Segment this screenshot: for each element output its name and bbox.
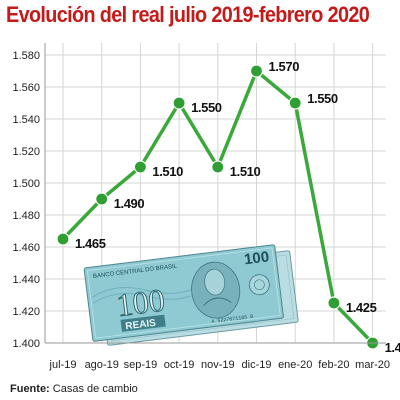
y-axis: 1.400 1.420 1.440 1.460 1.480 1.500 1.520 1.540… (12, 43, 46, 350)
data-label: 1.550 (307, 91, 338, 106)
y-tick-label: 1.540 (12, 114, 40, 126)
y-tick-label: 1.440 (12, 274, 40, 286)
banknote-serial: A 5227071185 B (211, 314, 253, 325)
data-point (327, 296, 341, 310)
data-point (172, 96, 186, 110)
data-point (95, 192, 109, 206)
data-label: 1.465 (75, 236, 106, 251)
banknote-currency: REAIS (125, 318, 157, 333)
data-label: 1.400 (385, 340, 400, 355)
x-tick-label: feb-20 (318, 359, 349, 371)
y-tick-label: 1.420 (12, 306, 40, 318)
x-axis: jul-19 ago-19 sep-19 oct-19 nov-19 dic-19 ene-… (45, 342, 390, 371)
banknote-illustration: BANCO CENTRAL DO BRASIL 100 100 REAIS A … (83, 244, 299, 346)
y-tick-label: 1.460 (12, 242, 40, 254)
data-markers (56, 64, 380, 350)
data-labels: 1.465 1.490 1.510 1.550 1.510 1.570 1.550 1.425… (75, 59, 400, 355)
data-point (133, 160, 147, 174)
y-tick-label: 1.520 (12, 146, 40, 158)
y-tick-label: 1.400 (12, 338, 40, 350)
chart-title: Evolución del real julio 2019-febrero 20… (6, 2, 370, 27)
x-tick-label: nov-19 (201, 359, 235, 371)
data-label: 1.425 (346, 300, 377, 315)
x-tick-label: sep-19 (124, 359, 158, 371)
data-point (249, 64, 264, 78)
x-tick-label: ene-20 (278, 359, 312, 371)
x-tick-label: ago-19 (85, 359, 119, 371)
data-label: 1.550 (191, 100, 222, 115)
x-tick-label: jul-19 (49, 359, 77, 371)
x-tick-label: oct-19 (164, 359, 195, 371)
data-label: 1.490 (114, 196, 145, 211)
source-text: Casas de cambio (52, 383, 138, 395)
y-tick-label: 1.580 (12, 50, 40, 62)
data-point (56, 232, 70, 246)
y-tick-label: 1.560 (12, 82, 40, 94)
data-label-bg (381, 338, 400, 354)
x-tick-label: dic-19 (242, 359, 272, 371)
data-label: 1.510 (230, 164, 261, 179)
y-tick-label: 1.500 (12, 178, 40, 190)
y-tick-label: 1.480 (12, 210, 40, 222)
banknote-denomination-corner: 100 (243, 248, 270, 268)
source-note: Fuente: Casas de cambio (10, 383, 138, 395)
data-label: 1.510 (152, 164, 183, 179)
x-tick-label: mar-20 (355, 359, 390, 371)
source-label: Fuente: (10, 383, 50, 395)
data-point (211, 160, 225, 174)
data-label: 1.570 (269, 59, 300, 74)
data-point (288, 96, 302, 110)
